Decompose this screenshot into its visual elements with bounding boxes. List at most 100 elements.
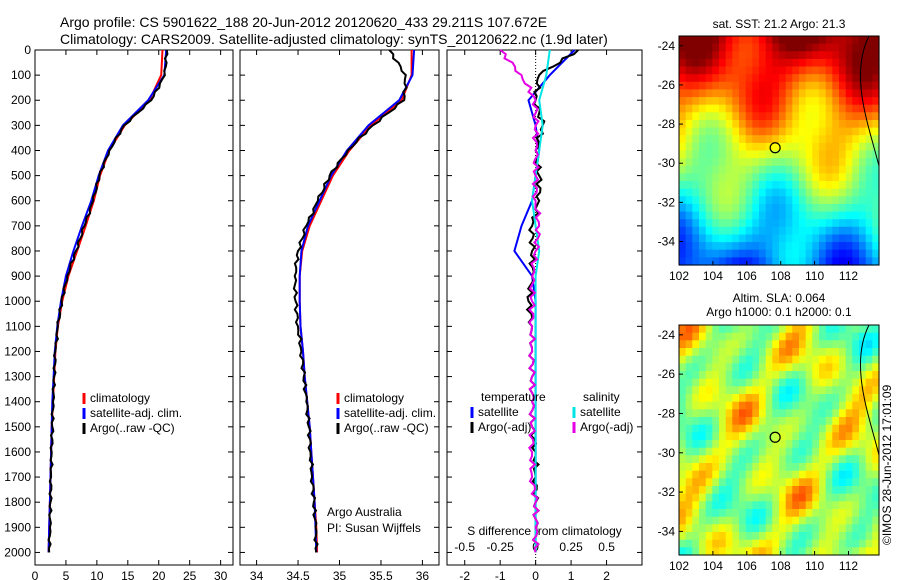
map-cell [725,440,733,449]
map-cell [799,470,807,479]
map-cell [719,81,727,90]
map-cell [719,150,727,159]
map-cell [812,455,820,464]
map-cell [792,378,800,387]
map-cell [765,417,773,426]
map-cell [685,203,693,213]
map-cell [745,104,753,113]
map-cell [685,348,693,357]
map-cell [679,386,687,395]
map-cell [805,135,813,144]
map-cell [752,440,760,449]
map-cell [852,181,860,190]
map-cell [739,348,747,357]
map-cell [685,165,693,174]
map-cell [772,371,780,380]
temperature-legend-label: climatology [90,391,150,405]
map-cell [739,181,747,190]
map-cell [752,89,760,98]
map-cell [859,355,867,364]
map-cell [792,432,800,441]
map-cell [805,158,813,167]
map-cell [845,257,853,266]
map-cell [719,135,727,144]
map-cell [792,394,800,403]
map-cell [765,173,773,182]
map-cell [825,363,833,372]
map-cell [799,203,807,213]
map-cell [712,325,720,334]
map-cell [719,363,727,372]
map-cell [819,89,827,98]
map-cell [832,424,840,433]
map-cell [719,188,727,197]
map-cell [692,158,700,167]
map-cell [732,89,740,98]
salinity-legend-label: Argo(..raw -QC) [344,421,429,435]
map-cell [712,493,720,502]
map-cell [812,142,820,152]
map-cell [745,432,753,441]
map-cell [692,36,700,45]
map-cell [772,509,780,518]
map-cell [765,36,773,45]
map-cell [725,165,733,174]
map-cell [685,43,693,52]
map-cell [799,142,807,152]
map-cell [799,532,807,541]
map-cell [772,478,780,487]
map-cell [725,355,733,364]
map-cell [779,355,787,364]
map-cell [845,158,853,167]
map-cell [732,196,740,205]
map-cell [705,181,713,190]
map-cell [692,89,700,98]
map-cell [812,150,820,159]
map-cell [739,363,747,372]
map-cell [752,325,760,334]
map-cell [819,173,827,182]
map-cell [799,81,807,90]
map-cell [725,36,733,45]
map-cell [805,234,813,243]
map-cell [785,66,793,75]
map-cell [785,165,793,174]
map-cell [865,142,873,152]
map-cell [819,43,827,52]
map-cell [872,81,880,90]
map-cell [745,447,753,456]
map-cell [812,340,820,349]
map-cell [699,120,707,129]
map-cell [832,112,840,121]
map-cell [805,112,813,121]
map-cell [799,165,807,174]
s-diff-tick-label: 0.5 [598,540,615,554]
temperature-diff-legend-label: Argo(-adj) [478,420,531,434]
map-cell [825,226,833,235]
map-cell [785,470,793,479]
map-cell [712,74,720,83]
map-cell [792,81,800,90]
map-cell [719,378,727,387]
map-cell [832,486,840,495]
map-y-tick-label: -34 [658,524,676,538]
map-cell [785,97,793,106]
map-cell [819,66,827,75]
map-cell [785,211,793,220]
map-cell [792,516,800,525]
map-cell [759,203,767,213]
map-cell [692,524,700,533]
map-cell [739,249,747,258]
map-cell [772,348,780,357]
map-cell [699,463,707,472]
map-cell [779,386,787,395]
map-cell [712,386,720,395]
map-cell [705,340,713,349]
map-cell [832,142,840,152]
map-cell [805,74,813,83]
map-cell [845,386,853,395]
map-cell [859,165,867,174]
map-cell [739,219,747,228]
map-y-tick-label: -24 [658,328,676,342]
map-cell [805,58,813,68]
